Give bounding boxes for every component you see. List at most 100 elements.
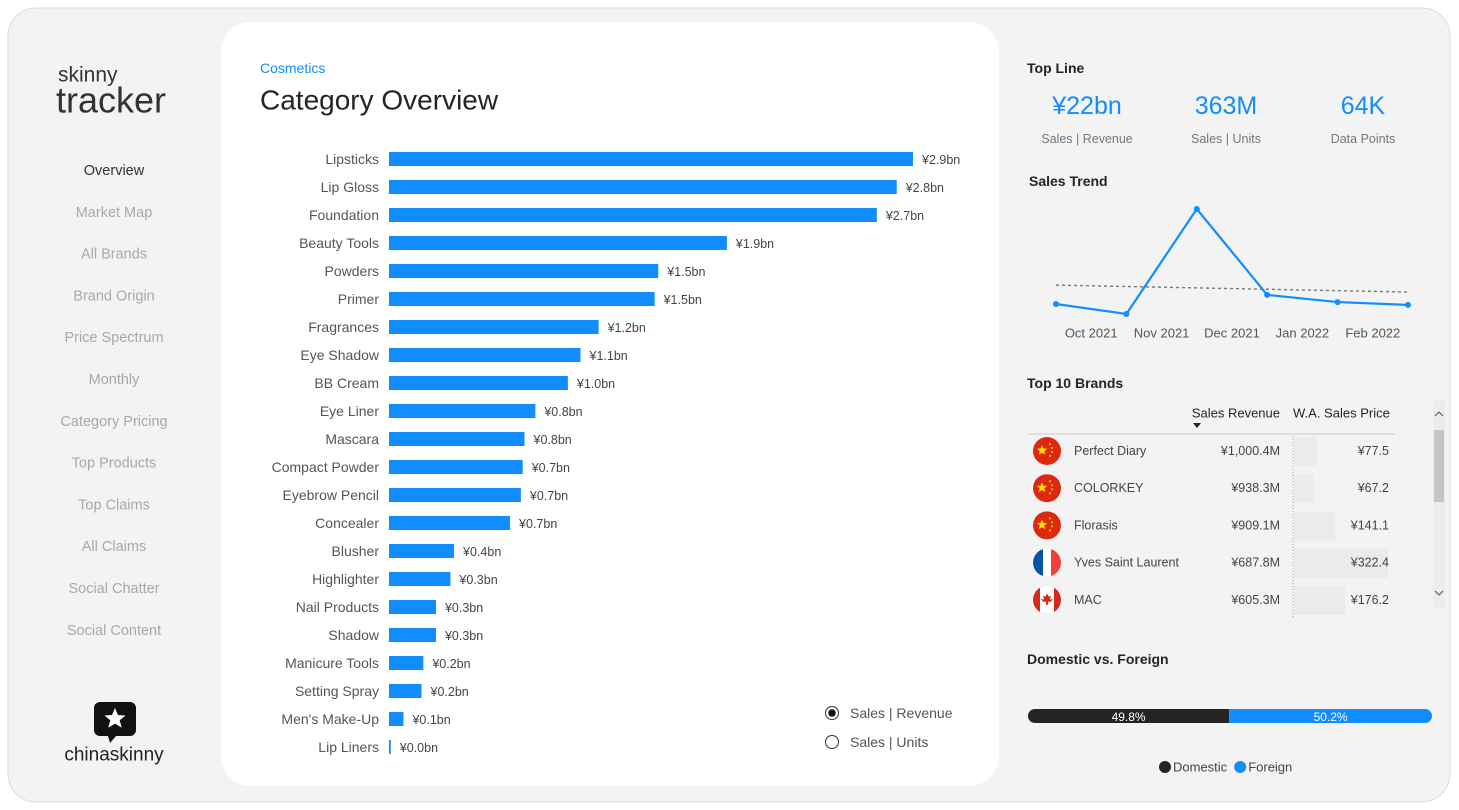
category-label: Concealer (315, 515, 379, 531)
x-tick-label: Feb 2022 (1345, 326, 1400, 341)
flag-field (1033, 437, 1061, 465)
bar (389, 600, 436, 614)
nav-item[interactable]: Monthly (89, 372, 141, 388)
brand-name[interactable]: COLORKEY (1074, 481, 1144, 495)
category-label: Fragrances (308, 319, 379, 335)
bar (389, 180, 897, 194)
flag-star (1051, 521, 1053, 524)
column-header[interactable]: W.A. Sales Price (1293, 406, 1390, 421)
bar (389, 404, 536, 418)
data-label: ¥1.9bn (735, 237, 774, 251)
price-bar (1294, 511, 1336, 541)
data-label: ¥0.7bn (531, 461, 570, 475)
flag-star (1049, 480, 1051, 483)
data-label: ¥0.7bn (518, 517, 557, 531)
category-label: Foundation (309, 207, 379, 223)
flag-star (1049, 443, 1051, 445)
bar (389, 516, 511, 530)
section-title: Top 10 Brands (1027, 375, 1123, 391)
flag-field (1033, 474, 1061, 503)
data-label: ¥2.9bn (921, 153, 960, 167)
category-label: Compact Powder (272, 459, 380, 475)
logo-bottom: tracker (56, 80, 166, 121)
brand-price: ¥77.5 (1357, 444, 1389, 458)
category-label: Nail Products (296, 599, 379, 615)
legend-label: Domestic (1173, 760, 1228, 775)
nav-item[interactable]: All Claims (82, 539, 146, 555)
nav-item[interactable]: Top Claims (78, 497, 150, 513)
brand-name[interactable]: Yves Saint Laurent (1074, 556, 1179, 570)
brand-revenue: ¥909.1M (1230, 518, 1280, 532)
flag-star (1051, 488, 1053, 491)
scrollbar[interactable] (1433, 400, 1445, 608)
bar (389, 712, 404, 726)
data-label: ¥1.2bn (607, 321, 646, 335)
kpi-label: Sales | Revenue (1041, 132, 1133, 146)
nav-item[interactable]: Brand Origin (73, 288, 154, 304)
category-label: Lip Gloss (321, 179, 379, 195)
category-label: Eye Shadow (300, 347, 379, 363)
trend-reference (1055, 284, 1409, 293)
x-tick-label: Nov 2021 (1134, 326, 1190, 341)
kpi-value: 363M (1195, 92, 1258, 120)
nav-item[interactable]: Social Content (67, 623, 161, 639)
data-label: ¥0.2bn (430, 685, 469, 699)
bar (389, 376, 568, 390)
nav-item[interactable]: All Brands (81, 247, 147, 263)
flag-star (1049, 529, 1051, 532)
flag-star (1051, 451, 1053, 453)
nav-item[interactable]: Social Chatter (68, 581, 159, 597)
section-title: Sales Trend (1029, 173, 1108, 189)
bar (389, 488, 521, 502)
brand-name[interactable]: Perfect Diary (1074, 444, 1147, 458)
nav-item[interactable]: Top Products (72, 456, 157, 472)
kpi-label: Sales | Units (1191, 132, 1261, 146)
nav-item[interactable]: Price Spectrum (64, 330, 163, 346)
section-title: Domestic vs. Foreign (1027, 651, 1169, 667)
nav-item[interactable]: Market Map (76, 205, 153, 221)
x-tick-label: Dec 2021 (1204, 326, 1260, 341)
flag-star (1036, 445, 1048, 455)
column-header[interactable]: Sales Revenue (1192, 406, 1280, 421)
flag-star (1036, 482, 1048, 492)
radio-label[interactable]: Sales | Revenue (850, 705, 953, 721)
legend-marker (1159, 761, 1171, 773)
data-label: ¥0.4bn (462, 545, 501, 559)
flag-leaf (1041, 593, 1053, 605)
bar (389, 236, 727, 250)
flag-icon (1033, 585, 1061, 614)
legend-label: Foreign (1248, 760, 1292, 775)
price-bar (1294, 585, 1346, 615)
flag-star (1051, 484, 1053, 487)
radio-label[interactable]: Sales | Units (850, 734, 928, 750)
brand-price: ¥67.2 (1357, 481, 1389, 495)
nav-item[interactable]: Overview (84, 163, 145, 179)
section-title: Top Line (1027, 60, 1084, 76)
category-label: Lip Liners (318, 739, 379, 755)
category-label: Eyebrow Pencil (283, 487, 380, 503)
sort-arrow (1193, 423, 1201, 428)
data-label: ¥0.3bn (444, 629, 483, 643)
trend-line (1055, 207, 1409, 316)
flag-icon (1033, 511, 1061, 540)
category-label: BB Cream (314, 375, 379, 391)
data-point (1264, 291, 1271, 298)
price-bar (1294, 474, 1314, 504)
data-label: ¥0.3bn (444, 601, 483, 615)
footer-logo: chinaskinny (64, 745, 164, 766)
radio-button[interactable] (825, 735, 839, 749)
brand-name[interactable]: MAC (1074, 593, 1102, 607)
brand-price: ¥141.1 (1350, 518, 1389, 532)
breadcrumb: Cosmetics (260, 60, 325, 76)
legend-marker (1234, 761, 1247, 773)
x-tick-label: Oct 2021 (1065, 326, 1118, 341)
data-label: ¥0.8bn (533, 433, 572, 447)
category-label: Beauty Tools (299, 235, 379, 251)
nav-item[interactable]: Category Pricing (60, 414, 167, 430)
brand-name[interactable]: Florasis (1074, 518, 1118, 532)
logo-top: skinny (58, 64, 118, 87)
data-point (1123, 311, 1130, 317)
data-label: ¥1.1bn (589, 349, 628, 363)
